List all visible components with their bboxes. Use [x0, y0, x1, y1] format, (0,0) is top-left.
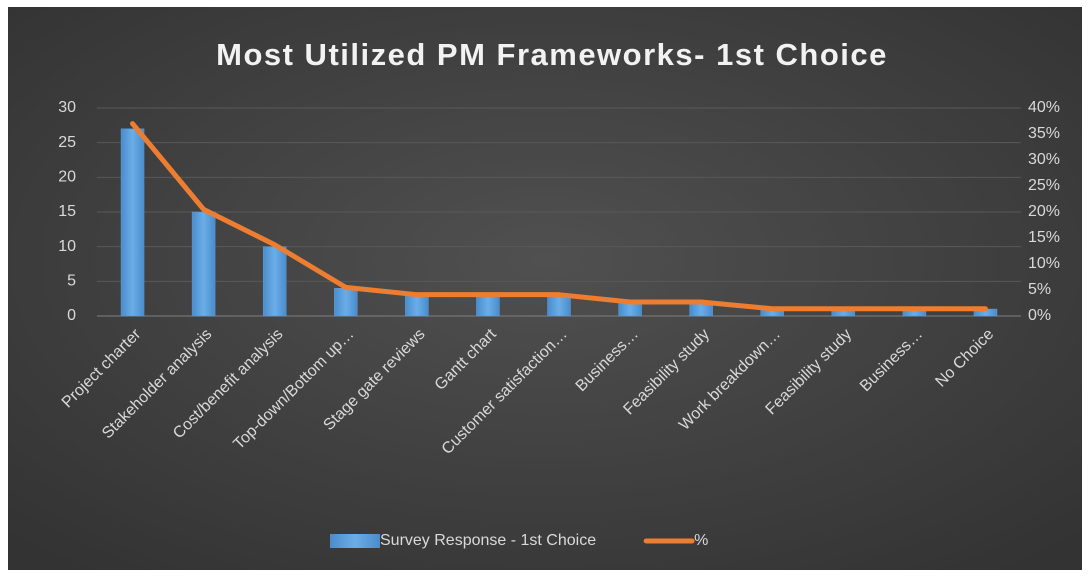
y2-tick-label: 25% [1028, 177, 1060, 194]
bar [405, 294, 429, 317]
bar [547, 294, 571, 317]
y-tick-label: 5 [67, 273, 76, 290]
chart-background [8, 7, 1082, 570]
y2-tick-label: 35% [1028, 125, 1060, 142]
y2-tick-label: 5% [1028, 281, 1051, 298]
y2-tick-label: 30% [1028, 151, 1060, 168]
line [130, 121, 988, 312]
bar [476, 294, 500, 317]
legend-swatch [330, 534, 380, 548]
y-tick-label: 20 [58, 169, 76, 186]
y-tick-label: 25 [58, 134, 76, 151]
legend-label: % [694, 532, 708, 549]
y-tick-label: 30 [58, 99, 76, 116]
y2-tick-label: 40% [1028, 99, 1060, 116]
y-tick-label: 15 [58, 203, 76, 220]
bar [262, 246, 287, 317]
y2-tick-label: 10% [1028, 255, 1060, 272]
y-tick-label: 0 [67, 307, 76, 324]
y2-tick-label: 0% [1028, 307, 1051, 324]
bar [191, 211, 216, 317]
y-tick-label: 10 [58, 238, 76, 255]
y2-tick-label: 15% [1028, 229, 1060, 246]
legend-label: Survey Response - 1st Choice [380, 532, 596, 549]
chart-title: Most Utilized PM Frameworks- 1st Choice [216, 37, 888, 72]
y2-tick-label: 20% [1028, 203, 1060, 220]
bar [120, 128, 145, 317]
bar [334, 288, 358, 317]
